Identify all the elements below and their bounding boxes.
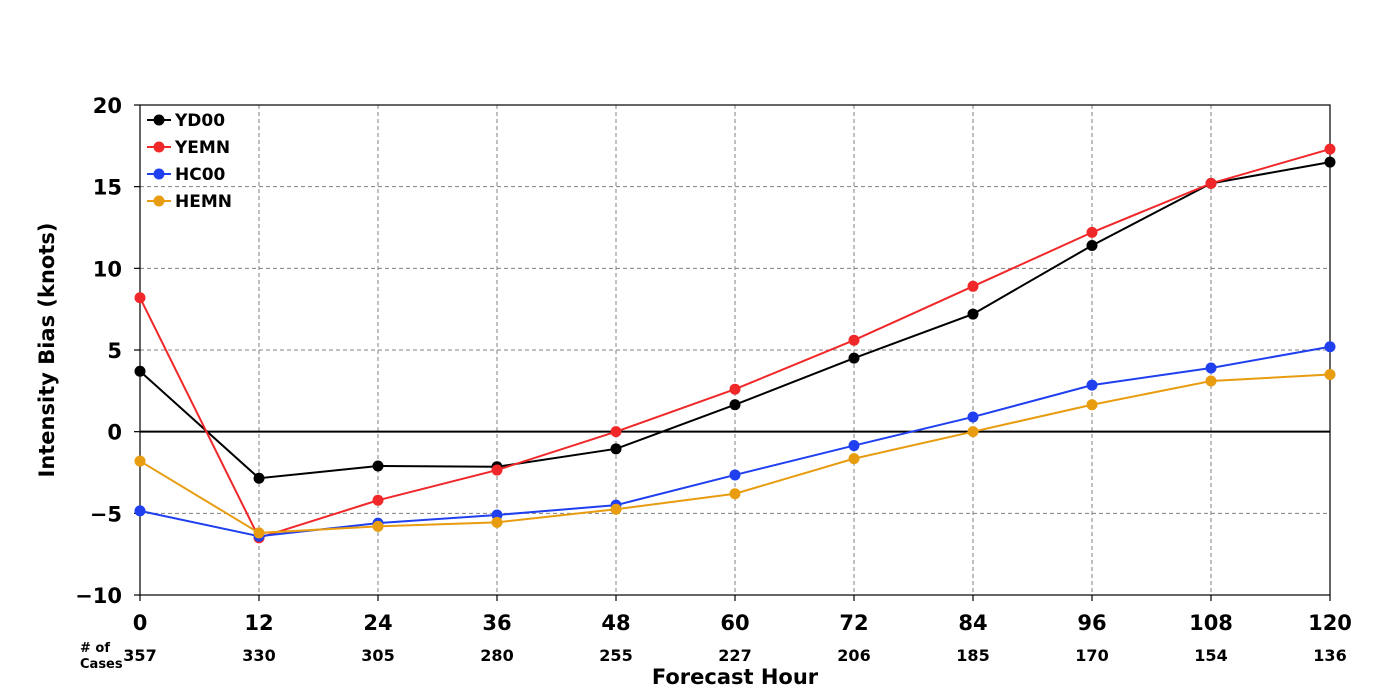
case-count-label: 170 [1075, 646, 1108, 665]
data-point-hemn [253, 527, 265, 539]
series-layer [134, 143, 1336, 544]
case-count-label: 206 [837, 646, 870, 665]
cases-label-line2: Cases [80, 657, 123, 672]
x-tick-label: 120 [1308, 611, 1352, 635]
case-count-label: 357 [123, 646, 156, 665]
x-tick-label: 24 [363, 611, 392, 635]
case-count-label: 330 [242, 646, 275, 665]
x-tick-label: 84 [958, 611, 987, 635]
data-point-hemn [610, 503, 622, 515]
x-tick-label: 72 [839, 611, 868, 635]
legend-swatch-marker [153, 195, 165, 207]
data-point-yemn [1086, 226, 1098, 238]
data-point-hc00 [1324, 341, 1336, 353]
legend-entry-hc00: HC00 [147, 165, 226, 185]
legend-swatch-marker [153, 114, 165, 126]
x-tick-label: 36 [482, 611, 511, 635]
y-axis-title: Intensity Bias (knots) [35, 223, 59, 478]
x-tick-label: 48 [601, 611, 630, 635]
data-point-hc00 [134, 505, 146, 517]
data-point-yd00 [1086, 239, 1098, 251]
axis-layer: −10 −5 0 5 10 15 20 0 357 12 330 24 305 36 280 48 255 60 2… [75, 94, 1352, 665]
data-point-yemn [967, 280, 979, 292]
x-tick-label: 96 [1077, 611, 1106, 635]
case-count-label: 185 [956, 646, 989, 665]
case-count-label: 305 [361, 646, 394, 665]
data-point-yemn [610, 426, 622, 438]
y-tick-label: −5 [90, 502, 122, 526]
x-tick-label: 108 [1189, 611, 1233, 635]
data-point-hemn [967, 426, 979, 438]
data-point-yemn [729, 383, 741, 395]
data-point-hemn [848, 453, 860, 465]
data-point-hc00 [848, 440, 860, 452]
data-point-yemn [1324, 143, 1336, 155]
series-line-hemn [139, 373, 1331, 534]
case-count-label: 227 [718, 646, 751, 665]
data-point-hc00 [1086, 379, 1098, 391]
cases-label-line1: # of [80, 641, 110, 656]
grid-layer [140, 105, 1330, 595]
legend-entry-yd00: YD00 [147, 111, 225, 131]
data-point-yd00 [134, 365, 146, 377]
data-point-yd00 [1324, 156, 1336, 168]
x-axis-title: Forecast Hour [652, 665, 819, 689]
y-tick-label: 5 [107, 339, 122, 363]
case-count-label: 255 [599, 646, 632, 665]
y-tick-label: 0 [107, 421, 122, 445]
data-point-yemn [372, 494, 384, 506]
data-point-yemn [134, 292, 146, 304]
x-tick-label: 0 [133, 611, 148, 635]
series-yemn [134, 143, 1336, 544]
data-point-hemn [1324, 369, 1336, 380]
data-point-hc00 [967, 411, 979, 423]
legend-entry-yemn: YEMN [147, 138, 230, 158]
data-point-yd00 [848, 352, 860, 364]
data-point-hc00 [729, 469, 741, 481]
x-tick-label: 60 [720, 611, 749, 635]
legend-swatch-marker [153, 168, 165, 180]
data-point-hemn [491, 516, 503, 528]
data-point-yd00 [967, 308, 979, 320]
data-point-yemn [491, 464, 503, 476]
y-tick-label: 20 [93, 94, 122, 118]
y-tick-label: 15 [93, 176, 122, 200]
data-point-yemn [1205, 177, 1217, 189]
data-point-yd00 [253, 472, 265, 484]
y-tick-label: 10 [93, 257, 122, 281]
series-hemn [134, 369, 1336, 539]
x-tick-label: 12 [244, 611, 273, 635]
legend-swatch-marker [153, 141, 165, 153]
data-point-yemn [848, 334, 860, 346]
legend-label: YD00 [174, 111, 225, 131]
legend: YD00 YEMN HC00 HEMN [147, 111, 232, 212]
data-point-yd00 [729, 399, 741, 411]
data-point-hemn [729, 488, 741, 500]
data-point-yd00 [610, 443, 622, 455]
data-point-hemn [134, 455, 146, 467]
data-point-hemn [1205, 375, 1217, 387]
series-yd00 [134, 156, 1336, 484]
y-tick-label: −10 [75, 584, 122, 608]
case-count-label: 136 [1313, 646, 1346, 665]
legend-label: HC00 [175, 165, 226, 185]
case-count-label: 280 [480, 646, 513, 665]
data-point-hemn [1086, 399, 1098, 411]
data-point-hc00 [1205, 362, 1217, 374]
label-layer: Intensity Bias (knots) Forecast Hour # o… [35, 223, 819, 690]
legend-label: YEMN [174, 138, 230, 158]
legend-entry-hemn: HEMN [147, 192, 232, 212]
legend-label: HEMN [175, 192, 232, 212]
data-point-yd00 [372, 460, 384, 472]
data-point-hemn [372, 520, 384, 532]
case-count-label: 154 [1194, 646, 1227, 665]
